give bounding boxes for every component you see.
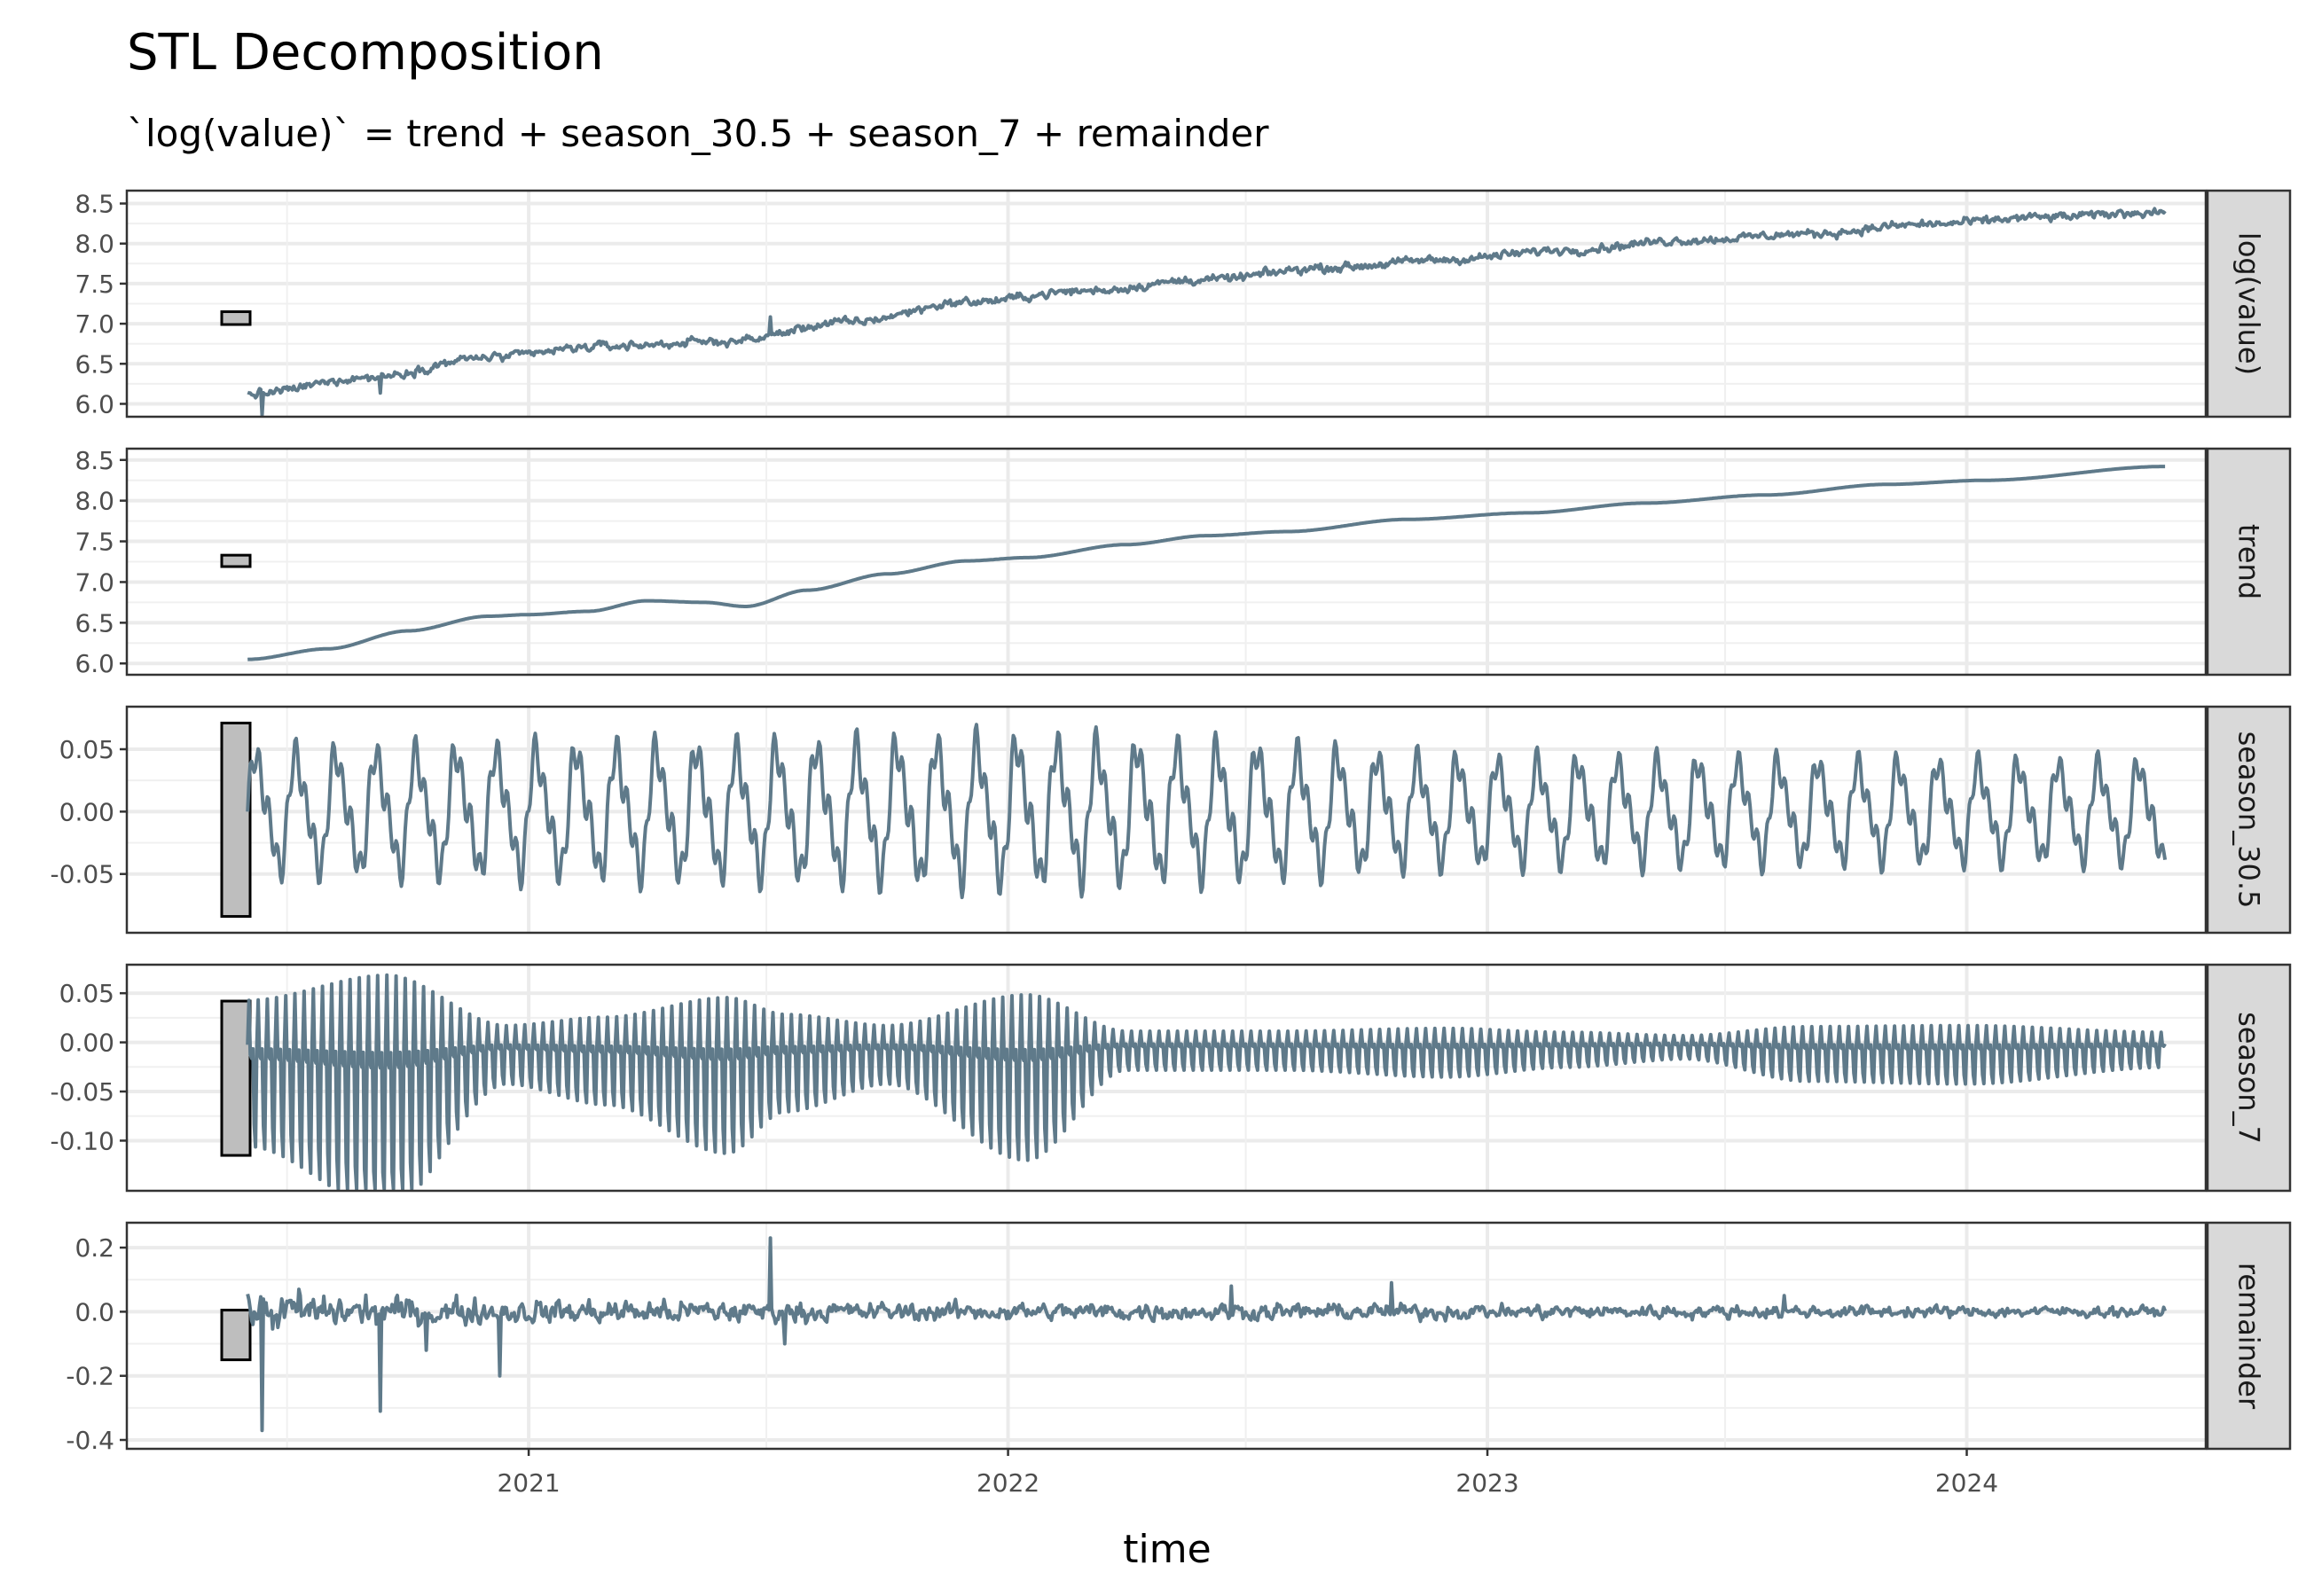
panel-log-value-: 6.0 6.5 7.0 7.5 8.0 8.5 log(value) <box>75 189 2292 419</box>
y-tick-label: 0.00 <box>59 1029 114 1058</box>
x-tick-label: 2023 <box>1455 1468 1518 1498</box>
facet-strip-label: remainder <box>2232 1263 2266 1410</box>
panel-border <box>125 1221 2208 1451</box>
panel-trend: 6.0 6.5 7.0 7.5 8.0 8.5 trend <box>75 446 2292 678</box>
y-tick-label: 8.0 <box>75 487 114 516</box>
series-line <box>247 465 2166 661</box>
y-tick-label: 7.0 <box>75 309 114 339</box>
y-tick-label: 0.0 <box>75 1297 114 1326</box>
series-line <box>246 1236 2167 1433</box>
series-line <box>246 723 2168 900</box>
y-tick-label: 8.0 <box>75 230 114 259</box>
scale-bar <box>220 1309 252 1362</box>
facet-strip-label: season_30.5 <box>2232 732 2266 909</box>
scale-bar <box>220 999 252 1157</box>
series-line <box>246 973 2167 1191</box>
facet-strip-label: season_7 <box>2232 1012 2266 1144</box>
y-tick-label: 8.5 <box>75 190 114 219</box>
chart-title: STL Decomposition <box>127 24 604 82</box>
chart-subtitle: `log(value)` = trend + season_30.5 + sea… <box>127 112 1269 155</box>
y-tick-label: 6.0 <box>75 389 114 419</box>
y-tick-label: 7.5 <box>75 270 114 299</box>
facet-strip <box>2206 705 2292 935</box>
panel-remainder: -0.4 -0.2 0.0 0.2 remainder <box>66 1221 2292 1455</box>
y-tick-label: 0.05 <box>59 735 114 764</box>
x-axis-title: time <box>1123 1527 1211 1572</box>
panel-border <box>125 189 2208 419</box>
panel-background <box>127 1223 2206 1449</box>
facet-strip-label: log(value) <box>2232 232 2266 375</box>
panel-border <box>125 963 2208 1193</box>
panel-season-30-5: -0.05 0.00 0.05 season_30.5 <box>51 705 2292 935</box>
y-tick-label: 6.5 <box>75 349 114 379</box>
y-tick-label: 7.5 <box>75 528 114 557</box>
y-tick-label: -0.05 <box>51 1077 114 1107</box>
facet-strip <box>2206 189 2292 419</box>
panel-season-7: -0.10 -0.05 0.00 0.05 season_7 <box>51 963 2292 1193</box>
y-tick-label: 8.5 <box>75 446 114 475</box>
y-tick-label: 6.0 <box>75 649 114 678</box>
facet-strip <box>2206 963 2292 1193</box>
x-axis: 2021 2022 2023 2024 <box>497 1449 1998 1498</box>
y-tick-label: -0.10 <box>51 1126 114 1155</box>
y-tick-label: -0.4 <box>66 1426 114 1455</box>
facet-strip-label: trend <box>2232 524 2266 599</box>
y-tick-label: 6.5 <box>75 608 114 638</box>
panels-group: 6.0 6.5 7.0 7.5 8.0 8.5 log(value) 6.0 6.5 7.0 7.5… <box>51 189 2292 1455</box>
scale-bar <box>220 310 252 326</box>
panel-border <box>125 705 2208 935</box>
y-tick-label: -0.05 <box>51 860 114 889</box>
y-tick-label: 0.05 <box>59 979 114 1008</box>
y-tick-label: 0.00 <box>59 797 114 826</box>
y-tick-label: 0.2 <box>75 1233 114 1263</box>
scale-bar <box>220 721 252 919</box>
x-tick-label: 2024 <box>1935 1468 1998 1498</box>
facet-strip <box>2206 1221 2292 1451</box>
facet-strip <box>2206 447 2292 677</box>
panel-border <box>125 447 2208 677</box>
y-tick-label: 7.0 <box>75 567 114 597</box>
scale-bar <box>220 553 252 568</box>
y-tick-label: -0.2 <box>66 1362 114 1391</box>
series-line <box>247 207 2167 417</box>
x-tick-label: 2021 <box>497 1468 560 1498</box>
x-tick-label: 2022 <box>977 1468 1039 1498</box>
